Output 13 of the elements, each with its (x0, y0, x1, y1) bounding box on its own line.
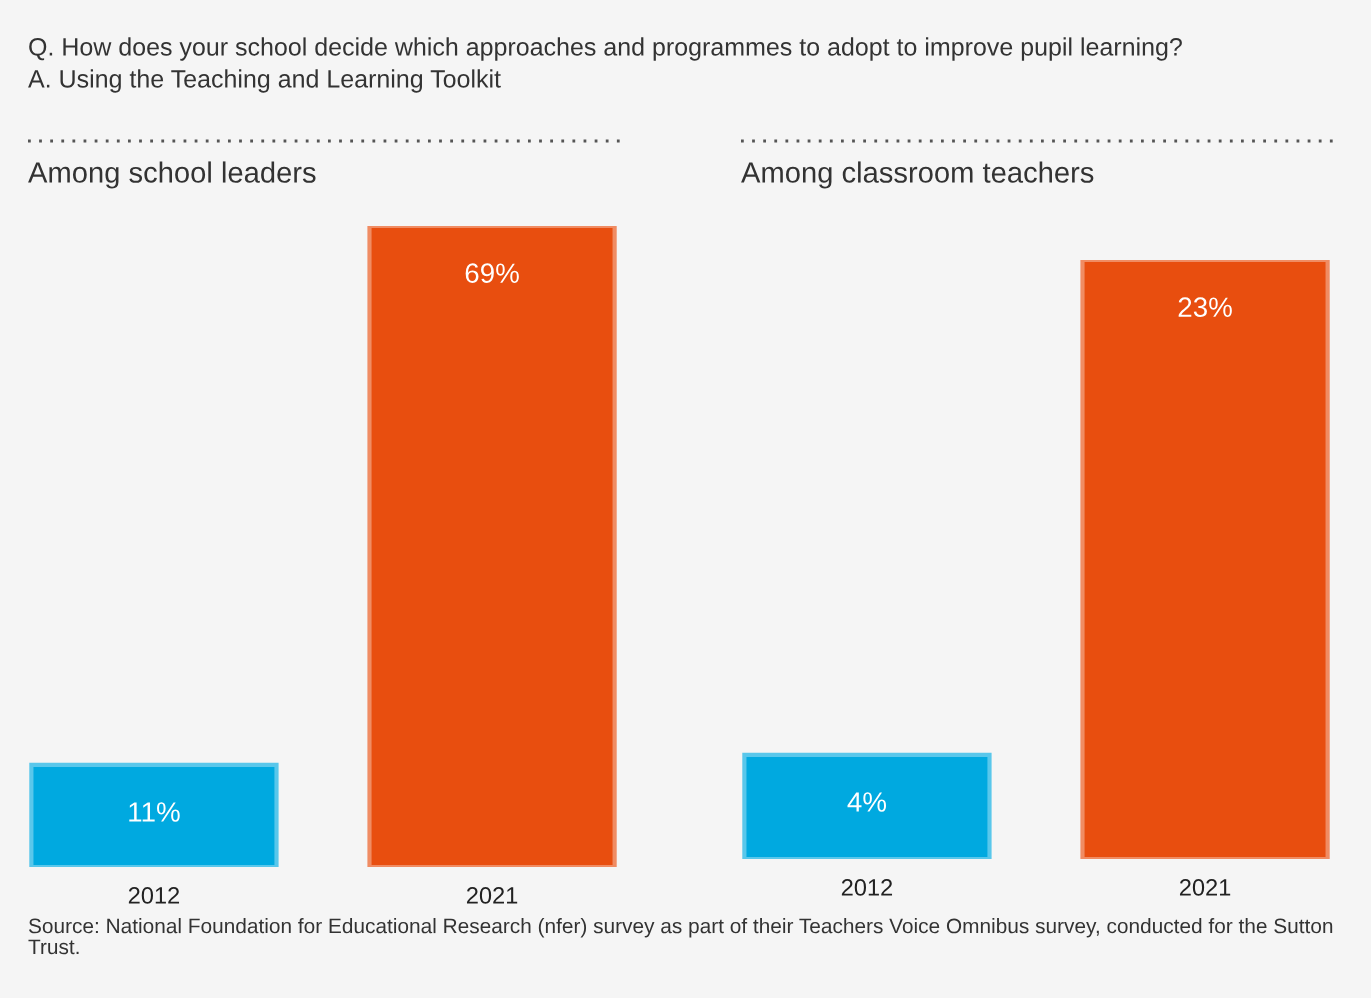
x-tick-label: 2021 (466, 887, 518, 904)
data-label: 11% (129, 802, 180, 822)
text: A. Using the Teaching and Learning Toolkit (28, 69, 501, 93)
chart-title: Among school leaders (28, 161, 316, 189)
data-label: 69% (465, 263, 519, 284)
x-tick-label: 2012 (841, 879, 893, 896)
data-label: 4% (847, 792, 887, 812)
chart-title: Among classroom teachers (741, 161, 1094, 189)
data-label: 23% (1178, 297, 1232, 318)
source-note: Source: National Foundation for Educational Research (nfer) survey as part of their Teachers Voice Omnibus survey, conducted for the Sutton Trust. (28, 918, 1333, 955)
x-tick-label: 2012 (128, 887, 180, 904)
text: Q. How does your school decide which approaches and programmes to adopt to improve pupil learning? (29, 37, 1182, 61)
x-tick-label: 2021 (1179, 879, 1231, 896)
